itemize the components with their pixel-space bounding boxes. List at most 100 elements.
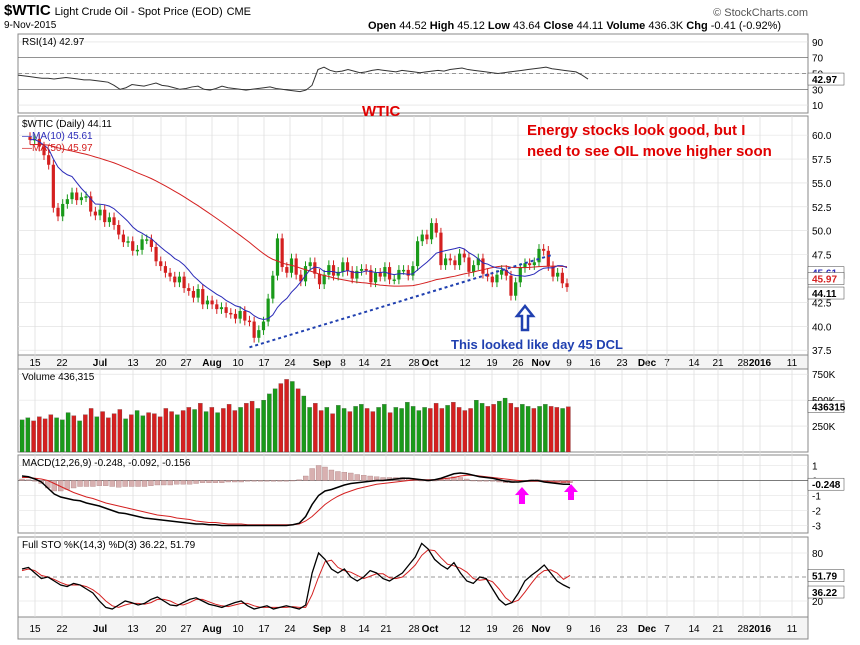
price-candle-body — [373, 272, 378, 283]
volume-bar — [456, 407, 462, 453]
volume-bar — [88, 408, 94, 453]
macd-histogram-bar — [457, 477, 464, 481]
volume-bar — [123, 418, 128, 453]
volume-bar — [238, 407, 243, 453]
brand-label: © StockCharts.com — [713, 7, 808, 19]
volume-bar — [169, 411, 174, 453]
price-candle-body — [514, 282, 518, 296]
volume-bar — [514, 407, 519, 453]
volume-value-box — [807, 400, 845, 413]
symbol: $WTIC — [4, 2, 51, 19]
price-candle-body — [266, 298, 270, 322]
volume-bar — [353, 406, 358, 453]
macd-histogram-bar — [96, 480, 103, 486]
date-axis-top — [17, 354, 809, 370]
volume-bar — [244, 403, 249, 453]
price-candle-body — [280, 238, 284, 268]
macd-histogram-bar — [225, 480, 231, 483]
macd-legend: MACD(12,26,9) -0.248, -0.092, -0.156 — [22, 458, 191, 469]
rsi-tick-label: 70 — [812, 54, 824, 65]
price-candle-body — [233, 313, 238, 319]
macd-histogram-bar — [489, 480, 496, 482]
price-candle-body — [285, 267, 289, 273]
price-candle-body — [56, 207, 60, 217]
volume-bar — [537, 406, 542, 453]
macd-histogram-bar — [470, 480, 476, 482]
date-tick-label: 24 — [284, 624, 296, 635]
chart-date: 9-Nov-2015 — [4, 20, 57, 31]
volume-label: Volume — [606, 20, 646, 32]
volume-bar — [462, 410, 468, 453]
price-candle-body — [191, 290, 196, 298]
price-candle-body — [107, 217, 111, 223]
macd-histogram-bar — [122, 480, 128, 487]
rsi-legend: RSI(14) 42.97 — [22, 37, 85, 48]
macd-tick-label: -1 — [812, 492, 821, 503]
open-value: 44.52 — [399, 20, 427, 32]
macd-histogram-bar — [290, 480, 296, 482]
volume-bar — [433, 403, 439, 453]
high-value: 45.12 — [457, 20, 485, 32]
price-candle-body — [65, 199, 69, 204]
price-candle-body — [163, 266, 168, 273]
price-candle-body — [542, 248, 546, 251]
low-value: 43.64 — [512, 20, 541, 32]
volume-bar — [560, 408, 565, 453]
volume-bar — [301, 395, 307, 453]
sto-legend: Full STO %K(14,3) %D(3) 36.22, 51.79 — [22, 540, 196, 551]
date-tick-label: 20 — [155, 624, 167, 635]
volume-bar — [393, 407, 399, 453]
date-tick-label: 12 — [459, 624, 471, 635]
price-candle-body — [308, 262, 312, 267]
price-candle-body — [425, 234, 429, 240]
price-candle-body — [537, 248, 541, 263]
macd-line — [21, 472, 571, 527]
price-tick-label: 50.0 — [812, 227, 832, 238]
macd-histogram-bar — [19, 478, 25, 481]
macd-histogram-bar — [141, 480, 148, 487]
date-tick-label: 10 — [232, 624, 244, 635]
price-candle-body — [257, 330, 261, 338]
volume-bar — [100, 411, 105, 453]
rsi-tick-label: 90 — [812, 38, 824, 49]
macd-histogram-bar — [451, 476, 457, 481]
volume-bar — [364, 408, 370, 453]
price-candle-body — [443, 258, 448, 266]
volume-bar — [249, 401, 255, 453]
price-candle-body — [224, 307, 228, 313]
volume-bar — [508, 403, 514, 453]
volume-bar — [525, 406, 531, 453]
price-candle-body — [229, 312, 233, 315]
date-tick-label: 13 — [127, 624, 139, 635]
price-candle-body — [369, 269, 373, 283]
macd-value-label: -0.248 — [812, 480, 841, 491]
rsi-tick-label: 10 — [812, 101, 824, 112]
price-candle-body — [103, 209, 107, 223]
price-candle-body — [51, 164, 55, 208]
sto-d-value-box — [807, 569, 845, 582]
date-tick-label: Jul — [93, 624, 108, 635]
macd-histogram-bar — [135, 480, 141, 487]
price-candle-body — [112, 217, 116, 225]
date-tick-label: 8 — [340, 624, 346, 635]
price-candle-body — [210, 300, 214, 305]
price-tick-label: 60.0 — [812, 131, 832, 142]
date-tick-label: 28 — [408, 624, 420, 635]
volume-bar — [376, 407, 381, 453]
volume-bar — [428, 408, 433, 453]
price-candle-body — [500, 269, 504, 275]
volume-bar — [42, 418, 48, 453]
macd-tick-label: 1 — [812, 462, 818, 473]
volume-bar — [94, 416, 100, 453]
macd-histogram-bar — [206, 480, 212, 483]
macd-panel-frame — [17, 454, 809, 534]
price-candle-body — [397, 269, 401, 280]
volume-bar — [554, 407, 560, 453]
macd-histogram-bar — [348, 472, 354, 481]
volume-bar — [77, 420, 82, 453]
volume-bar — [405, 402, 410, 453]
volume-bar — [215, 412, 220, 453]
volume-bar — [163, 408, 169, 453]
sto-k-value-box — [807, 585, 845, 599]
macd-histogram-bar — [361, 475, 367, 481]
